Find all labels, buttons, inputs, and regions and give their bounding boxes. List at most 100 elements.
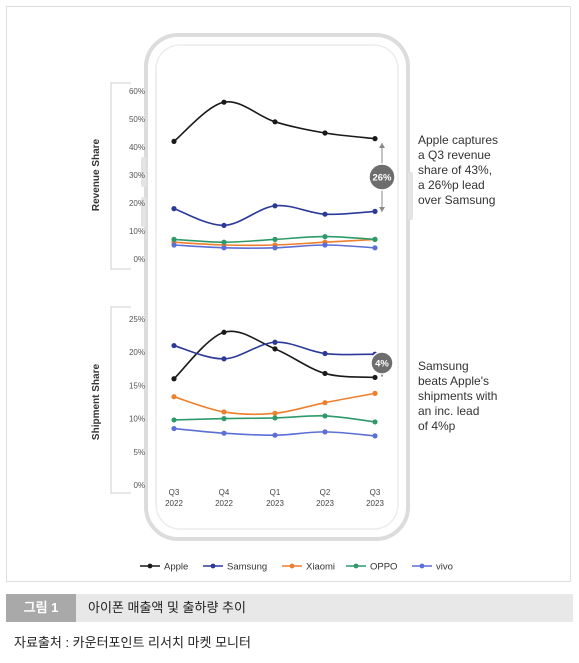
data-point-oppo [272,236,278,242]
data-point-vivo [221,245,227,251]
data-point-apple [372,136,378,142]
shipment-axis-bracket [110,306,131,494]
legend-swatch-dot [289,563,295,569]
data-point-oppo [322,413,328,419]
data-point-samsung [272,339,278,345]
data-point-samsung [272,203,278,209]
annotation-text-line: an inc. lead [418,404,479,418]
phone-side-button [141,197,146,227]
data-point-vivo [322,429,328,435]
legend-swatch-dot [419,563,425,569]
legend-label-xiaomi: Xiaomi [306,562,335,573]
revenue-axis-bracket [110,82,131,270]
legend-swatch-dot [353,563,359,569]
shipment-chart: Shipment Share 0% 5% 10% 15% 20% 25% 4% Samsungb… [91,315,497,490]
chart-svg: Revenue Share 0% 10% 20% 30% 40% 50% 60% 26% Appl… [91,33,498,573]
y-tick-label: 25% [129,315,145,324]
annotation-arrow-head [379,143,385,148]
y-tick-label: 0% [133,255,145,264]
data-point-apple [171,376,177,382]
revenue-chart: Revenue Share 0% 10% 20% 30% 40% 50% 60% 26% Appl… [91,87,498,264]
data-point-oppo [272,415,278,421]
data-point-apple [221,99,227,105]
data-point-samsung [171,342,177,349]
annotation-text-line: shipments with [418,389,497,403]
annotation-text-line: over Samsung [418,193,495,207]
y-tick-label: 50% [129,115,145,124]
phone-side-button [408,172,413,220]
data-point-xiaomi [272,410,278,416]
annotation-text-line: a Q3 revenue [418,148,491,162]
y-tick-label: 60% [129,87,145,96]
y-tick-label: 20% [129,348,145,357]
legend-label-vivo: vivo [436,562,453,573]
data-point-oppo [372,236,378,242]
annotation-text-line: Apple captures [418,133,498,147]
data-point-samsung [372,208,378,214]
figure-source: 자료출처 : 카운터포인트 리서치 마켓 모니터 [14,635,251,650]
phone-inner-outline [155,44,399,530]
annotation-text-line: a 26%p lead [418,178,485,192]
data-point-oppo [221,416,227,422]
data-point-apple [322,370,328,377]
data-point-samsung [171,206,177,212]
x-tick-label: Q3 2022 [165,488,183,508]
y-tick-label: 20% [129,199,145,208]
x-tick-label: Q1 2023 [266,488,284,508]
data-point-apple [272,119,278,125]
data-point-xiaomi [372,390,378,396]
data-point-xiaomi [171,394,177,400]
data-point-samsung [322,211,328,217]
x-tick-label: Q4 2022 [215,488,233,508]
data-point-xiaomi [221,409,227,415]
data-point-oppo [372,419,378,425]
y-tick-label: 40% [129,143,145,152]
annotation-badge-text: 26% [372,173,392,184]
data-point-vivo [171,425,177,432]
data-point-apple [372,374,378,381]
figure-caption-bar: 그림 1 아이폰 매출액 및 출하량 추이 [6,594,573,622]
data-point-apple [221,329,227,335]
annotation-arrow-head [379,207,385,212]
data-point-apple [322,130,328,136]
data-point-samsung [221,222,227,228]
annotation-badge [370,351,394,375]
annotation-text-line: Samsung [418,359,469,373]
data-point-oppo [171,417,177,423]
data-point-oppo [322,234,328,240]
data-point-vivo [221,430,227,436]
y-tick-label: 15% [129,381,145,390]
legend: Apple Samsung Xiaomi OPPO vivo [140,562,453,573]
y-tick-label: 5% [133,448,145,457]
legend-swatch-dot [210,563,216,569]
legend-swatch-dot [147,563,153,569]
figure-title: 아이폰 매출액 및 출하량 추이 [88,600,246,615]
data-point-samsung [221,356,227,362]
data-point-xiaomi [322,400,328,406]
y-axis-title: Revenue Share [91,138,102,211]
data-point-vivo [272,245,278,251]
data-point-apple [171,138,177,144]
data-point-apple [272,346,278,352]
y-tick-label: 10% [129,227,145,236]
data-point-oppo [221,239,227,245]
annotation-text-line: share of 43%, [418,163,492,177]
x-tick-label: Q2 2023 [316,488,334,508]
series-line-samsung [173,204,376,227]
legend-label-apple: Apple [164,562,188,573]
annotation-badge-text: 4% [375,359,389,370]
legend-label-oppo: OPPO [370,562,397,573]
data-point-vivo [372,245,378,251]
y-axis-title: Shipment Share [91,364,102,441]
data-point-vivo [272,432,278,438]
annotation-text-line: beats Apple's [418,374,489,388]
data-point-vivo [322,242,328,248]
legend-label-samsung: Samsung [227,562,267,573]
annotation-text-line: of 4%p [418,419,456,433]
phone-outline [144,33,410,541]
figure-frame: Revenue Share 0% 10% 20% 30% 40% 50% 60% 26% Appl… [6,6,571,582]
annotation-badge [368,163,396,191]
data-point-vivo [372,433,378,439]
x-tick-label: Q3 2023 [366,488,384,508]
phone-side-button [141,157,146,187]
